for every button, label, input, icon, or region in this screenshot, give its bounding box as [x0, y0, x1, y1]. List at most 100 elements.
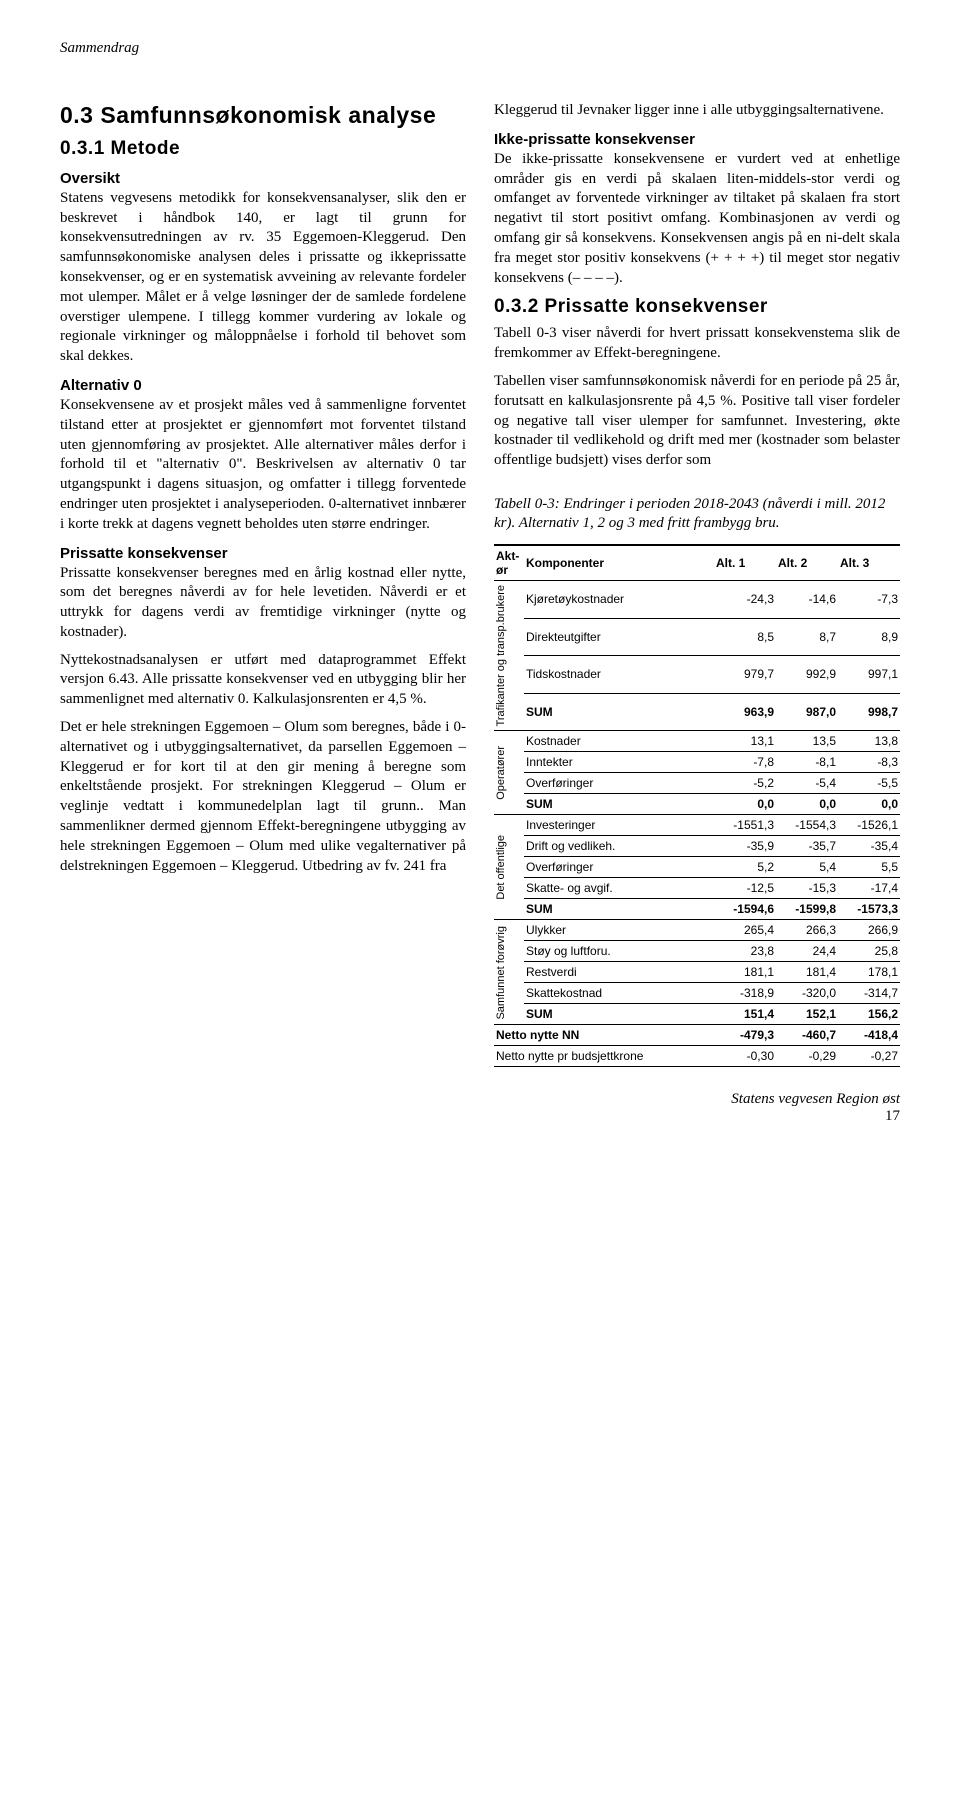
paragraph: Det er hele strekningen Eggemoen – Olum … — [60, 718, 466, 876]
sum-value: -1573,3 — [838, 899, 900, 920]
heading-oversikt: Oversikt — [60, 170, 466, 187]
netto-nytte-label: Netto nytte NN — [494, 1025, 714, 1046]
heading-ikke-prissatte: Ikke-prissatte konsekvenser — [494, 131, 900, 148]
sum-value: 987,0 — [776, 693, 838, 731]
paragraph: De ikke-prissatte konsekvensene er vurde… — [494, 150, 900, 289]
col-komponenter: Komponenter — [524, 545, 714, 581]
value-cell: -5,2 — [714, 773, 776, 794]
netto-nytte-value: -460,7 — [776, 1025, 838, 1046]
component-name: Inntekter — [524, 752, 714, 773]
value-cell: -7,3 — [838, 580, 900, 618]
component-name: Kjøretøy­kostnader — [524, 580, 714, 618]
paragraph: Kleggerud til Jevnaker ligger inne i all… — [494, 101, 900, 121]
netto-nytte-bk-row: Netto nytte pr budsjettkrone-0,30-0,29-0… — [494, 1046, 900, 1067]
value-cell: 25,8 — [838, 941, 900, 962]
sum-value: 151,4 — [714, 1004, 776, 1025]
paragraph: Konsekvensene av et prosjekt måles ved å… — [60, 396, 466, 535]
table-0-3: Akt-ør Komponenter Alt. 1 Alt. 2 Alt. 3 … — [494, 544, 900, 1067]
table-row: Overføringer-5,2-5,4-5,5 — [494, 773, 900, 794]
sum-label: SUM — [524, 794, 714, 815]
value-cell: -12,5 — [714, 878, 776, 899]
value-cell: -17,4 — [838, 878, 900, 899]
component-name: Overføringer — [524, 773, 714, 794]
value-cell: -15,3 — [776, 878, 838, 899]
value-cell: -320,0 — [776, 983, 838, 1004]
col-aktor: Akt-ør — [494, 545, 524, 581]
right-column: Kleggerud til Jevnaker ligger inne i all… — [494, 101, 900, 1067]
table-row: Trafikanter og transp.brukereKjøretøy­ko… — [494, 580, 900, 618]
table-row: Det offentligeInvesteringer-1551,3-1554,… — [494, 815, 900, 836]
table-row: Drift og vedlikeh.-35,9-35,7-35,4 — [494, 836, 900, 857]
sum-value: -1594,6 — [714, 899, 776, 920]
value-cell: -35,4 — [838, 836, 900, 857]
table-row: Inntekter-7,8-8,1-8,3 — [494, 752, 900, 773]
table-header-row: Akt-ør Komponenter Alt. 1 Alt. 2 Alt. 3 — [494, 545, 900, 581]
component-name: Kostnader — [524, 731, 714, 752]
value-cell: 24,4 — [776, 941, 838, 962]
component-name: Investeringer — [524, 815, 714, 836]
component-name: Ulykker — [524, 920, 714, 941]
sum-label: SUM — [524, 899, 714, 920]
sum-row: SUM-1594,6-1599,8-1573,3 — [494, 899, 900, 920]
group-label: Operatører — [494, 731, 524, 815]
col-alt2: Alt. 2 — [776, 545, 838, 581]
running-header: Sammendrag — [60, 40, 900, 57]
two-column-layout: 0.3 Samfunnsøkonomisk analyse 0.3.1 Meto… — [60, 101, 900, 1067]
table-row: Støy og luftforu.23,824,425,8 — [494, 941, 900, 962]
value-cell: 8,9 — [838, 618, 900, 656]
sum-value: 156,2 — [838, 1004, 900, 1025]
page-footer: Statens vegvesen Region øst 17 — [60, 1091, 900, 1125]
sum-label: SUM — [524, 693, 714, 731]
sum-value: 963,9 — [714, 693, 776, 731]
value-cell: -8,1 — [776, 752, 838, 773]
value-cell: 997,1 — [838, 656, 900, 694]
table-row: Tidskostnader979,7992,9997,1 — [494, 656, 900, 694]
value-cell: 5,5 — [838, 857, 900, 878]
netto-nytte-value: -479,3 — [714, 1025, 776, 1046]
component-name: Restverdi — [524, 962, 714, 983]
table-row: Overføringer5,25,45,5 — [494, 857, 900, 878]
value-cell: -1526,1 — [838, 815, 900, 836]
value-cell: 178,1 — [838, 962, 900, 983]
paragraph: Statens vegvesens metodikk for konsekven… — [60, 189, 466, 367]
value-cell: -35,9 — [714, 836, 776, 857]
value-cell: -7,8 — [714, 752, 776, 773]
footer-org: Statens vegvesen Region øst — [60, 1091, 900, 1108]
sum-row: SUM963,9987,0998,7 — [494, 693, 900, 731]
value-cell: 992,9 — [776, 656, 838, 694]
table-caption: Tabell 0-3: Endringer i perioden 2018-20… — [494, 495, 900, 534]
value-cell: 5,2 — [714, 857, 776, 878]
value-cell: -1554,3 — [776, 815, 838, 836]
group-label: Trafikanter og transp.brukere — [494, 580, 524, 730]
sum-value: 152,1 — [776, 1004, 838, 1025]
netto-nytte-bk-value: -0,29 — [776, 1046, 838, 1067]
component-name: Tidskostnader — [524, 656, 714, 694]
component-name: Støy og luftforu. — [524, 941, 714, 962]
table-row: Direkteutgifter8,58,78,9 — [494, 618, 900, 656]
value-cell: 265,4 — [714, 920, 776, 941]
value-cell: -24,3 — [714, 580, 776, 618]
paragraph: Tabell 0-3 viser nåverdi for hvert priss… — [494, 324, 900, 364]
value-cell: 23,8 — [714, 941, 776, 962]
sum-value: 0,0 — [776, 794, 838, 815]
value-cell: -8,3 — [838, 752, 900, 773]
value-cell: 979,7 — [714, 656, 776, 694]
table-row: Restverdi181,1181,4178,1 — [494, 962, 900, 983]
value-cell: -318,9 — [714, 983, 776, 1004]
value-cell: 8,5 — [714, 618, 776, 656]
left-column: 0.3 Samfunnsøkonomisk analyse 0.3.1 Meto… — [60, 101, 466, 1067]
value-cell: 5,4 — [776, 857, 838, 878]
netto-nytte-row: Netto nytte NN-479,3-460,7-418,4 — [494, 1025, 900, 1046]
sum-value: 0,0 — [714, 794, 776, 815]
table-row: Skattekostnad-318,9-320,0-314,7 — [494, 983, 900, 1004]
sum-value: 998,7 — [838, 693, 900, 731]
footer-page-number: 17 — [60, 1108, 900, 1125]
netto-nytte-bk-value: -0,30 — [714, 1046, 776, 1067]
sum-row: SUM151,4152,1156,2 — [494, 1004, 900, 1025]
value-cell: -314,7 — [838, 983, 900, 1004]
section-heading-0-3: 0.3 Samfunnsøkonomisk analyse — [60, 101, 466, 130]
heading-alternativ-0: Alternativ 0 — [60, 377, 466, 394]
value-cell: 8,7 — [776, 618, 838, 656]
value-cell: 266,9 — [838, 920, 900, 941]
netto-nytte-bk-label: Netto nytte pr budsjettkrone — [494, 1046, 714, 1067]
